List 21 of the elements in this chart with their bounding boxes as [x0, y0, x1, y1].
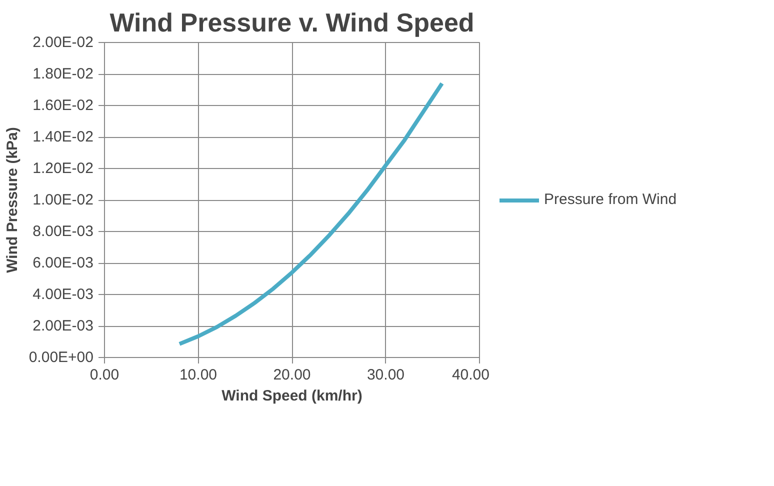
y-tick-label: 1.20E-02	[32, 160, 94, 177]
y-tick-label: 2.00E-03	[32, 318, 94, 334]
y-tick-label: 1.40E-02	[32, 128, 94, 146]
x-axis-title: Wind Speed (km/hr)	[222, 388, 362, 404]
x-tick-label: 30.00	[366, 366, 405, 384]
legend-label: Pressure from Wind	[544, 191, 677, 208]
x-tick-label: 40.00	[452, 366, 490, 384]
x-tick-label: 10.00	[179, 366, 218, 384]
y-tick-label: 1.00E-02	[32, 192, 94, 208]
y-tick-label: 4.00E-03	[32, 286, 94, 303]
y-tick-label: 2.00E-02	[32, 34, 94, 51]
y-tick-label: 6.00E-03	[32, 254, 94, 272]
y-tick-label: 0.00E+00	[28, 349, 94, 366]
y-axis-title: Wind Pressure (kPa)	[4, 127, 21, 273]
chart-title: Wind Pressure v. Wind Speed	[110, 8, 474, 38]
y-tick-label: 8.00E-03	[32, 223, 94, 240]
y-tick-label: 1.60E-02	[32, 97, 94, 114]
y-tick-label: 1.80E-02	[32, 66, 94, 82]
line-series	[178, 81, 444, 346]
x-tick-label: 20.00	[273, 366, 311, 384]
x-tick-label: 0.00	[90, 366, 120, 384]
